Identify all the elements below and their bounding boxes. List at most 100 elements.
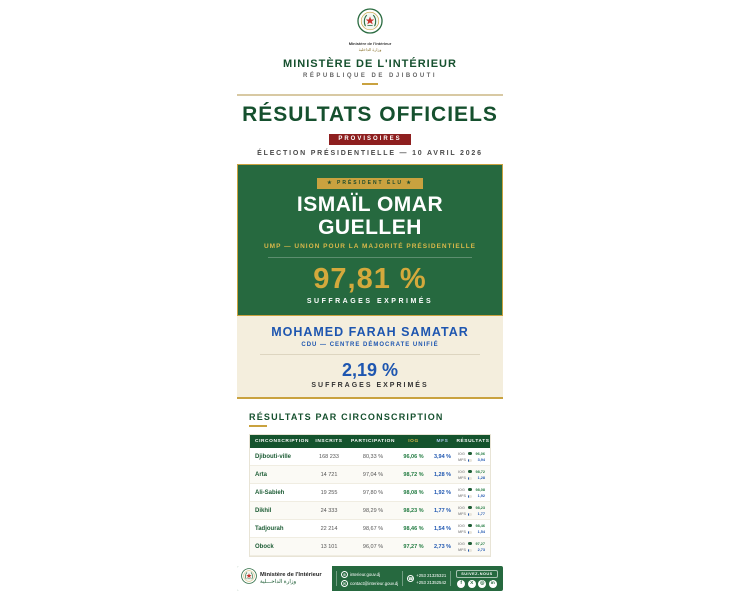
table-body: Djibouti-ville 168 233 80,33 % 96,06 % 3… [250, 448, 490, 556]
page-title: RÉSULTATS OFFICIELS [237, 103, 503, 127]
footer-phones: ☎ +253 21325321 +253 21352542 [407, 573, 446, 585]
winner-score: 97,81 % [246, 265, 494, 294]
mfs-bar-label: MFS [458, 476, 466, 480]
mfs-bar-label: MFS [458, 530, 466, 534]
iog-bar-fill [468, 470, 472, 473]
facebook-icon[interactable]: f [457, 580, 465, 588]
cell-circonscription: Ali-Sabieh [250, 490, 310, 496]
footer-separator [402, 571, 403, 586]
x-icon[interactable]: X [468, 580, 476, 588]
cell-mfs-pct: 1,92 % [429, 490, 456, 496]
cell-iog-pct: 98,46 % [398, 526, 429, 532]
iog-bar-track [468, 488, 472, 491]
mail-icon: ✉ [341, 580, 348, 587]
mfs-bar-value: 1,28 [474, 476, 485, 480]
footer-phone-list: +253 21325321 +253 21352542 [416, 573, 446, 585]
header-divider [237, 94, 503, 96]
iog-bar-track [468, 524, 472, 527]
iog-bar-label: IOG [458, 524, 466, 528]
djibouti-emblem-icon [357, 8, 383, 39]
iog-bar-track [468, 470, 472, 473]
runner-up-divider [260, 354, 480, 355]
iog-bar-fill [468, 542, 472, 545]
iog-bar-value: 98,72 [474, 470, 485, 474]
winner-score-label: SUFFRAGES EXPRIMÉS [246, 298, 494, 305]
cell-mfs-pct: 3,94 % [429, 454, 456, 460]
footer-email: contact@interieur.gouv.dj [350, 581, 398, 586]
section-title: RÉSULTATS PAR CIRCONSCRIPTION [249, 412, 491, 422]
mfs-bar: MFS 1,28 [458, 476, 485, 480]
runner-up-party: CDU — CENTRE DÉMOCRATE UNIFIÉ [245, 342, 495, 348]
cell-participation: 97,04 % [348, 472, 398, 478]
results-poster: Ministère de l'Intérieur وزارة الداخلية … [237, 0, 503, 591]
footer-separator [450, 571, 451, 586]
iog-bar-fill [468, 488, 472, 491]
table-header-row: CIRCONSCRIPTION INSCRITS PARTICIPATION I… [250, 435, 490, 448]
iog-bar-fill [468, 506, 472, 509]
mfs-bar-track [468, 459, 472, 462]
mfs-bar-track [468, 513, 472, 516]
circonscription-section: RÉSULTATS PAR CIRCONSCRIPTION CIRCONSCRI… [237, 412, 503, 557]
mfs-bar-value: 1,92 [474, 494, 485, 498]
mfs-bar-value: 2,73 [474, 548, 485, 552]
mfs-bar-track [468, 495, 472, 498]
runner-up-name: MOHAMED FARAH SAMATAR [245, 325, 495, 339]
winner-name-line2: GUELLEH [246, 217, 494, 240]
footer-ministry-fr: Ministère de l'Intérieur [260, 572, 322, 579]
cell-mfs-pct: 1,54 % [429, 526, 456, 532]
mfs-bar-track [468, 549, 472, 552]
footer-social-block: SUIVEZ-NOUS f X ◎ in [456, 570, 497, 588]
linkedin-icon[interactable]: in [489, 580, 497, 588]
mfs-bar-label: MFS [458, 458, 466, 462]
cell-inscrits: 19 255 [310, 490, 348, 496]
cell-participation: 96,07 % [348, 544, 398, 550]
footer-phone-2: +253 21352542 [416, 580, 446, 585]
election-subtitle: ÉLECTION PRÉSIDENTIELLE — 10 AVRIL 2026 [237, 150, 503, 157]
cell-circonscription: Arta [250, 472, 310, 478]
instagram-icon[interactable]: ◎ [478, 580, 486, 588]
cell-mfs-pct: 1,77 % [429, 508, 456, 514]
winner-divider [268, 257, 471, 258]
mfs-bar-label: MFS [458, 512, 466, 516]
ministry-title: MINISTÈRE DE L'INTÉRIEUR [237, 58, 503, 70]
cell-iog-pct: 96,06 % [398, 454, 429, 460]
iog-bar-label: IOG [458, 452, 466, 456]
globe-icon: ⊕ [341, 571, 348, 578]
iog-bar-label: IOG [458, 506, 466, 510]
mfs-bar-label: MFS [458, 494, 466, 498]
cell-inscrits: 168 233 [310, 454, 348, 460]
mfs-bar-track [468, 531, 472, 534]
iog-bar-value: 98,23 [474, 506, 485, 510]
iog-bar-track [468, 542, 472, 545]
header-logo-block: Ministère de l'Intérieur وزارة الداخلية [237, 8, 503, 52]
mfs-bar-value: 1,54 [474, 530, 485, 534]
mfs-bar-track [468, 477, 472, 480]
footer-separator [336, 571, 337, 586]
cell-circonscription: Dikhil [250, 508, 310, 514]
cell-participation: 97,80 % [348, 490, 398, 496]
cell-mfs-pct: 1,28 % [429, 472, 456, 478]
col-header-mfs: MFS [429, 439, 456, 444]
cell-circonscription: Djibouti-ville [250, 454, 310, 460]
cell-participation: 98,67 % [348, 526, 398, 532]
runner-up-score-label: SUFFRAGES EXPRIMÉS [245, 382, 495, 389]
table-row: Dikhil 24 333 98,29 % 98,23 % 1,77 % IOG… [250, 502, 490, 520]
footer-phone-1: +253 21325321 [416, 573, 446, 578]
gold-dash-divider [362, 83, 378, 85]
footer-ministry-name: Ministère de l'Intérieur وزارة الداخـــل… [260, 572, 322, 585]
footer-brand: Ministère de l'Intérieur وزارة الداخـــل… [237, 566, 332, 591]
provisional-badge: PROVISOIRES [329, 134, 410, 145]
runner-up-score: 2,19 % [245, 361, 495, 379]
footer-bar: Ministère de l'Intérieur وزارة الداخـــل… [237, 566, 503, 591]
table-row: Ali-Sabieh 19 255 97,80 % 98,08 % 1,92 %… [250, 484, 490, 502]
